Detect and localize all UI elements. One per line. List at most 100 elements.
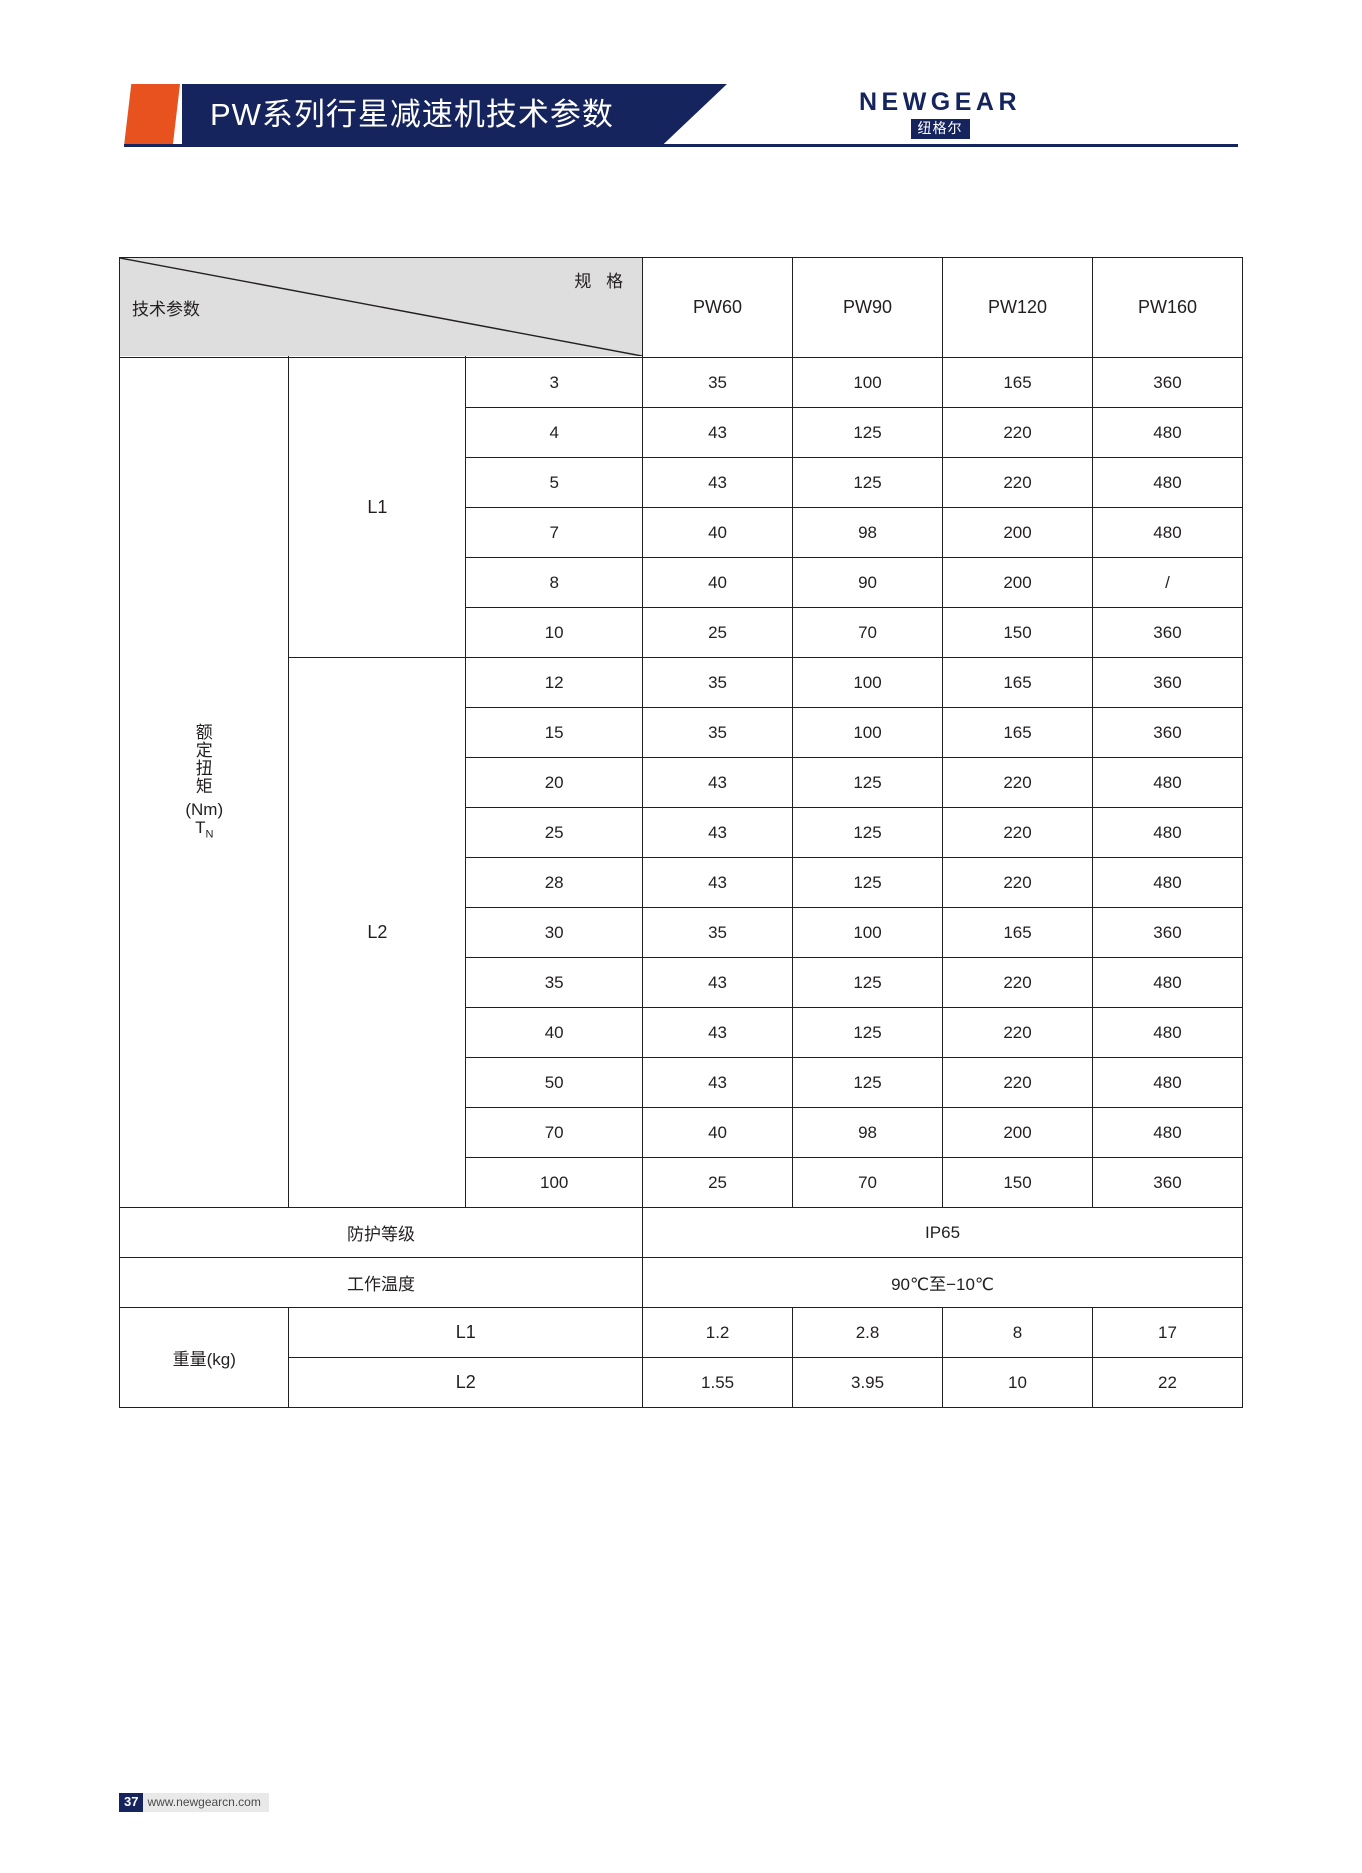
- table-row: 70 40 98 200 480: [120, 1107, 1244, 1158]
- torque-cell: 100: [792, 657, 944, 708]
- torque-cell: 165: [942, 657, 1093, 708]
- ratio-cell: 15: [465, 707, 644, 758]
- torque-cell: 25: [642, 607, 794, 658]
- page-number-badge: 37: [119, 1793, 144, 1812]
- ratio-cell: 30: [465, 907, 644, 958]
- torque-cell: 220: [942, 1007, 1093, 1058]
- torque-cell: 360: [1091, 357, 1244, 408]
- torque-cell: 40: [642, 507, 794, 558]
- torque-cell: 40: [642, 557, 794, 608]
- torque-cell: 35: [642, 657, 794, 708]
- table-row: 25 43 125 220 480: [120, 807, 1244, 858]
- logo-chinese-name: 纽格尔: [910, 119, 970, 139]
- torque-cell: 220: [942, 457, 1093, 508]
- torque-cell: 220: [942, 807, 1093, 858]
- torque-cell: 150: [942, 1157, 1093, 1208]
- weight-cell: 22: [1091, 1357, 1244, 1408]
- ratio-cell: 20: [465, 757, 644, 808]
- table-row: 35 43 125 220 480: [120, 957, 1244, 1008]
- column-header-pw90: PW90: [792, 257, 944, 358]
- row-header-protection: 防护等级: [118, 1207, 644, 1258]
- torque-cell: 220: [942, 957, 1093, 1008]
- torque-cell: 98: [792, 1107, 944, 1158]
- torque-cell: 125: [792, 857, 944, 908]
- weight-cell: 3.95: [792, 1357, 944, 1408]
- torque-cell: 100: [792, 707, 944, 758]
- ratio-cell: 10: [465, 607, 644, 658]
- table-row: 40 43 125 220 480: [120, 1007, 1244, 1058]
- torque-cell: 360: [1091, 1157, 1244, 1208]
- torque-cell: 480: [1091, 507, 1244, 558]
- row-header-temperature: 工作温度: [118, 1257, 644, 1308]
- torque-cell: 25: [642, 1157, 794, 1208]
- torque-cell: 125: [792, 957, 944, 1008]
- table-row-weight-l1: 重量(kg) L1 1.2 2.8 8 17: [118, 1307, 1244, 1408]
- ratio-cell: 70: [465, 1107, 644, 1158]
- torque-cell: 480: [1091, 1007, 1244, 1058]
- row-header-weight: 重量(kg): [118, 1307, 290, 1408]
- torque-cell: 43: [642, 957, 794, 1008]
- ratio-cell: 4: [465, 407, 644, 458]
- row-header-rated-torque: 额 定 扭 矩 (Nm) TN: [118, 357, 290, 1208]
- weight-cell: 17: [1091, 1307, 1244, 1358]
- ratio-cell: 12: [465, 657, 644, 708]
- table-row: 20 43 125 220 480: [120, 757, 1244, 808]
- ratio-cell: 25: [465, 807, 644, 858]
- torque-cell: 100: [792, 907, 944, 958]
- torque-cell: 480: [1091, 807, 1244, 858]
- corner-cell: 规 格 技术参数: [118, 257, 644, 356]
- table-row: 15 35 100 165 360: [120, 707, 1244, 758]
- torque-cell: 98: [792, 507, 944, 558]
- torque-cell: 165: [942, 357, 1093, 408]
- torque-cell: 43: [642, 807, 794, 858]
- corner-param-label: 技术参数: [132, 300, 200, 319]
- header-rule: [124, 144, 1238, 147]
- torque-cell: 43: [642, 1007, 794, 1058]
- ratio-cell: 28: [465, 857, 644, 908]
- table-row: 4 43 125 220 480: [120, 407, 1244, 458]
- torque-cell: 360: [1091, 607, 1244, 658]
- table-row-protection: 防护等级 IP65: [118, 1207, 1243, 1258]
- torque-cell: 35: [642, 907, 794, 958]
- torque-cell: 35: [642, 707, 794, 758]
- torque-cell: 70: [792, 1157, 944, 1208]
- ratio-cell: 3: [465, 357, 644, 408]
- torque-cell: 165: [942, 907, 1093, 958]
- torque-cell: 200: [942, 1107, 1093, 1158]
- table-row: 28 43 125 220 480: [120, 857, 1244, 908]
- weight-stage-l2: L2: [288, 1357, 644, 1408]
- torque-cell: 480: [1091, 1057, 1244, 1108]
- torque-cell: 480: [1091, 757, 1244, 808]
- weight-stage-l1: L1: [288, 1307, 644, 1358]
- torque-cell: 43: [642, 407, 794, 458]
- stage-cell-l2: L2: [288, 657, 467, 1208]
- table-row-weight-l2: L2 1.55 3.95 10 22: [120, 1357, 1244, 1408]
- torque-cell: 90: [792, 557, 944, 608]
- table-row: 10 25 70 150 360: [120, 607, 1244, 658]
- torque-label-symbol: TN: [195, 817, 214, 840]
- column-header-pw160: PW160: [1091, 257, 1244, 358]
- table-row: 5 43 125 220 480: [120, 457, 1244, 508]
- table-row: 额 定 扭 矩 (Nm) TN L1 3 35 100 165 360: [118, 357, 1244, 1208]
- protection-value: IP65: [642, 1207, 1243, 1258]
- ratio-cell: 35: [465, 957, 644, 1008]
- ratio-cell: 7: [465, 507, 644, 558]
- torque-cell: 40: [642, 1107, 794, 1158]
- torque-cell: 43: [642, 857, 794, 908]
- weight-cell: 1.2: [642, 1307, 794, 1358]
- spec-table-wrapper: 规 格 技术参数 PW60 PW90 PW120 PW160 级数 速比 额 定…: [118, 257, 1244, 1408]
- torque-label-unit: (Nm): [185, 799, 224, 819]
- weight-cell: 8: [942, 1307, 1093, 1358]
- column-header-pw120: PW120: [942, 257, 1093, 358]
- torque-cell: 220: [942, 1057, 1093, 1108]
- weight-cell: 1.55: [642, 1357, 794, 1408]
- torque-cell: 200: [942, 557, 1093, 608]
- torque-cell: 480: [1091, 1107, 1244, 1158]
- torque-cell: 43: [642, 457, 794, 508]
- torque-cell: 125: [792, 1057, 944, 1108]
- table-row: 30 35 100 165 360: [120, 907, 1244, 958]
- torque-cell: 43: [642, 1057, 794, 1108]
- torque-cell: 480: [1091, 857, 1244, 908]
- table-row: 7 40 98 200 480: [120, 507, 1244, 558]
- torque-cell: 480: [1091, 457, 1244, 508]
